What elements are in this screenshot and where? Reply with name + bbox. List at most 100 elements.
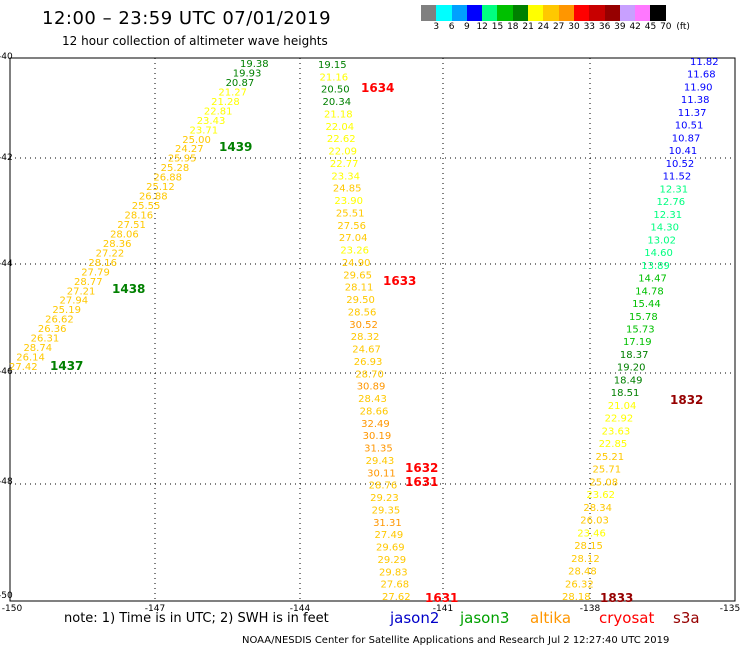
swh-value: 27.56 — [337, 221, 366, 232]
scale-swatch — [573, 5, 590, 21]
swh-value: 12.31 — [660, 184, 689, 195]
page-subtitle: 12 hour collection of altimeter wave hei… — [62, 34, 328, 48]
swh-value: 23.71 — [189, 125, 218, 136]
color-scale — [421, 5, 666, 21]
swh-value: 26.03 — [580, 516, 609, 527]
scale-swatch — [619, 5, 636, 21]
swh-value: 26.31 — [31, 334, 60, 345]
y-tick-label: -44 — [0, 259, 13, 269]
swh-value: 11.52 — [663, 172, 692, 183]
swh-value: 25.55 — [132, 201, 161, 212]
swh-value: 25.21 — [596, 452, 625, 463]
pass-time-label: 1439 — [219, 140, 252, 154]
swh-value: 28.70 — [355, 369, 384, 380]
scale-label: 30 — [568, 22, 580, 32]
swh-value: 28.16 — [125, 211, 154, 222]
scale-swatch — [421, 5, 437, 21]
scale-swatch — [466, 5, 483, 21]
scale-label: 45 — [644, 22, 657, 32]
swh-value: 12.31 — [653, 210, 682, 221]
x-tick-label: -138 — [579, 604, 601, 614]
scale-label: 21 — [522, 22, 534, 32]
swh-value: 28.76 — [369, 481, 398, 492]
scale-label: 24 — [537, 22, 550, 32]
swh-value: 21.16 — [319, 72, 348, 83]
scale-swatch — [512, 5, 529, 21]
scale-label: 15 — [491, 22, 504, 32]
swh-value: 28.56 — [348, 307, 377, 318]
swh-value: 30.11 — [367, 468, 396, 479]
swh-value: 11.68 — [687, 70, 716, 81]
swh-value: 19.93 — [233, 68, 262, 79]
pass-time-label: 1438 — [112, 282, 145, 296]
swh-value: 27.79 — [81, 267, 110, 278]
swh-value: 11.82 — [690, 57, 719, 68]
legend-s3a: s3a — [673, 609, 700, 627]
swh-value: 29.29 — [378, 555, 407, 566]
swh-value: 19.38 — [240, 59, 269, 70]
swh-value: 25.95 — [168, 154, 197, 165]
swh-value: 10.52 — [666, 159, 695, 170]
swh-value: 27.62 — [382, 592, 411, 603]
legend-cryosat: cryosat — [599, 609, 655, 627]
x-tick-label: -144 — [289, 604, 311, 614]
page-title: 12:00 – 23:59 UTC 07/01/2019 — [42, 8, 332, 29]
swh-value: 28.48 — [568, 567, 597, 578]
swh-value: 14.60 — [644, 248, 673, 259]
swh-value: 20.87 — [226, 78, 255, 89]
swh-value: 27.21 — [67, 286, 96, 297]
swh-value: 29.23 — [370, 493, 399, 504]
swh-value: 15.78 — [629, 312, 658, 323]
x-tick-label: -141 — [432, 604, 454, 614]
swh-value: 27.94 — [60, 296, 89, 307]
swh-value: 18.51 — [611, 388, 640, 399]
x-tick-label: -135 — [719, 604, 740, 614]
swh-value: 27.49 — [375, 530, 404, 541]
y-tick-label: -40 — [0, 52, 13, 62]
pass-time-label: 1437 — [50, 359, 83, 373]
units-note: note: 1) Time is in UTC; 2) SWH is in fe… — [64, 611, 329, 626]
swh-value: 29.35 — [372, 505, 401, 516]
scale-swatch — [528, 5, 544, 21]
pass-time-label: 1631 — [425, 591, 458, 605]
swh-value: 28.18 — [562, 592, 591, 603]
legend-jason3: jason3 — [460, 609, 510, 627]
swh-value: 30.19 — [363, 431, 392, 442]
swh-value: 27.51 — [117, 220, 146, 231]
swh-value: 23.43 — [197, 116, 226, 127]
swh-value: 10.87 — [672, 133, 701, 144]
swh-value: 22.04 — [325, 122, 354, 133]
swh-value: 24.85 — [333, 184, 362, 195]
scale-label: 39 — [614, 22, 626, 32]
pass-time-label: 1632 — [405, 461, 438, 475]
swh-value: 30.89 — [357, 382, 386, 393]
swh-value: 29.65 — [343, 270, 372, 281]
swh-value: 28.32 — [351, 332, 380, 343]
swh-value: 19.20 — [617, 363, 646, 374]
swh-value: 30.52 — [349, 320, 378, 331]
swh-value: 13.89 — [641, 261, 670, 272]
legend-jason2: jason2 — [390, 609, 440, 627]
swh-value: 28.12 — [571, 554, 600, 565]
swh-value: 29.69 — [376, 543, 405, 554]
pass-time-label: 1832 — [670, 393, 703, 407]
swh-value: 22.62 — [327, 134, 356, 145]
footer-credit: NOAA/NESDIS Center for Satellite Applica… — [242, 635, 670, 646]
swh-value: 18.37 — [620, 350, 649, 361]
scale-swatch — [558, 5, 574, 21]
swh-value: 11.37 — [678, 108, 707, 119]
scale-label: 36 — [598, 22, 611, 32]
swh-value: 26.14 — [16, 353, 45, 364]
swh-value: 25.71 — [592, 465, 621, 476]
swh-value: 28.34 — [583, 503, 612, 514]
swh-value: 22.09 — [328, 147, 357, 158]
swh-value: 15.44 — [632, 299, 661, 310]
swh-value: 23.63 — [602, 426, 631, 437]
y-tick-label: -48 — [0, 477, 13, 487]
swh-value: 28.66 — [360, 406, 389, 417]
swh-value: 23.90 — [334, 196, 363, 207]
swh-value: 20.50 — [321, 85, 350, 96]
scale-label: 6 — [448, 22, 455, 32]
swh-value: 26.36 — [38, 324, 67, 335]
legend-altika: altika — [530, 609, 572, 627]
